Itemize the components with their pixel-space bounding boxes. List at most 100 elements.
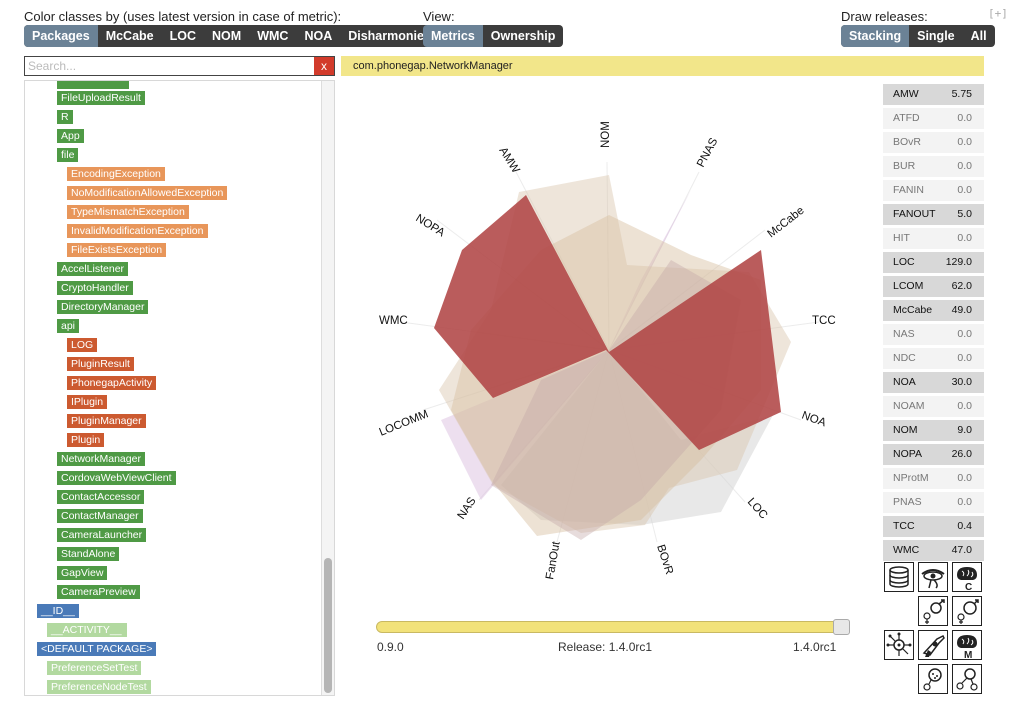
axis-label: McCabe — [765, 205, 806, 241]
color-nom-button[interactable]: NOM — [212, 29, 242, 43]
tree-node[interactable]: AccelListener — [57, 262, 129, 276]
tree-node[interactable]: __ACTIVITY__ — [47, 623, 127, 637]
tree-node[interactable]: GapView — [57, 566, 108, 580]
release-current-label: Release: 1.4.0rc1 — [558, 640, 653, 654]
metric-value: 0.0 — [957, 136, 972, 148]
metric-row[interactable]: NOA 30.0 — [883, 372, 984, 393]
draw-all-button[interactable]: All — [970, 29, 987, 43]
tree-node[interactable]: <DEFAULT PACKAGE> — [37, 642, 157, 656]
metric-row[interactable]: LCOM 62.0 — [883, 276, 984, 297]
tree-node[interactable]: StandAlone — [57, 547, 120, 561]
metric-row[interactable]: NDC 0.0 — [883, 348, 984, 369]
color-wmc-button[interactable]: WMC — [257, 29, 289, 43]
metric-name: ATFD — [893, 112, 920, 124]
tree-node[interactable]: TypeMismatchException — [67, 205, 189, 219]
eye-icon[interactable] — [918, 562, 948, 592]
tree-node-selected[interactable]: NetworkManager — [57, 452, 145, 466]
metric-row[interactable]: McCabe 49.0 — [883, 300, 984, 321]
draw-stacking-button[interactable]: Stacking — [841, 25, 910, 47]
metric-row[interactable]: FANIN 0.0 — [883, 180, 984, 201]
tree-node[interactable]: PhonegapActivity — [67, 376, 157, 390]
metric-row[interactable]: NOAM 0.0 — [883, 396, 984, 417]
star-network-icon[interactable] — [884, 630, 914, 660]
tree-node[interactable]: Plugin — [67, 433, 105, 447]
search-clear-button[interactable]: x — [314, 57, 334, 75]
axis-label: PNAS — [695, 136, 720, 170]
tree-node[interactable]: ContactAccessor — [57, 490, 145, 504]
database-icon[interactable] — [884, 562, 914, 592]
tree-node[interactable]: PluginResult — [67, 357, 134, 371]
metric-row[interactable]: NAS 0.0 — [883, 324, 984, 345]
metric-row[interactable]: AMW 5.75 — [883, 84, 984, 105]
metric-value: 30.0 — [951, 376, 972, 388]
tree-node[interactable]: FileExistsException — [67, 243, 167, 257]
tree-node[interactable]: FileUploadResult — [57, 91, 145, 105]
tree-node[interactable]: App — [57, 129, 84, 143]
tree-node[interactable]: EncodingException — [67, 167, 165, 181]
dots-network-icon[interactable] — [918, 664, 948, 694]
metric-name: PNAS — [893, 496, 922, 508]
axis-label: TCC — [812, 315, 836, 327]
release-slider-handle[interactable] — [833, 619, 850, 635]
axis-label: FanOut — [544, 540, 563, 581]
metric-row[interactable]: ATFD 0.0 — [883, 108, 984, 129]
tree-node[interactable]: PreferenceNodeTest — [47, 680, 151, 694]
metric-row[interactable]: BUR 0.0 — [883, 156, 984, 177]
revolver-icon[interactable] — [918, 630, 948, 660]
color-noa-button[interactable]: NOA — [304, 29, 333, 43]
search-input[interactable] — [25, 57, 311, 75]
brain-m-icon[interactable]: M — [952, 630, 982, 661]
brain-c-icon[interactable]: C — [952, 562, 982, 593]
tree-node[interactable]: CameraPreview — [57, 585, 140, 599]
metric-row[interactable]: NOM 9.0 — [883, 420, 984, 441]
tree-node[interactable]: ContactManager — [57, 509, 143, 523]
tree-node[interactable]: PluginManager — [67, 414, 146, 428]
tree-node[interactable]: api — [57, 319, 80, 333]
metric-row[interactable]: NProtM 0.0 — [883, 468, 984, 489]
metric-name: NOPA — [893, 448, 922, 460]
view-ownership-button[interactable]: Ownership — [490, 29, 556, 43]
color-disharmonies-button[interactable]: Disharmonies — [348, 29, 431, 43]
draw-releases-button-group: Stacking Single All — [841, 25, 995, 47]
tree-node[interactable]: __ID__ — [37, 604, 79, 618]
tree-node[interactable]: file — [57, 148, 79, 162]
metric-row[interactable]: LOC 129.0 — [883, 252, 984, 273]
package-tree: FileUploadResult R App file EncodingExce… — [24, 80, 335, 696]
metric-row[interactable]: HIT 0.0 — [883, 228, 984, 249]
tree-scrollbar-thumb[interactable] — [324, 558, 332, 693]
expand-toggle[interactable]: [+] — [988, 7, 1008, 20]
color-packages-button[interactable]: Packages — [24, 25, 98, 47]
female-male-icon[interactable] — [918, 596, 948, 626]
metric-row[interactable]: NOPA 26.0 — [883, 444, 984, 465]
metric-value: 0.0 — [957, 352, 972, 364]
tree-node[interactable]: DirectoryManager — [57, 300, 149, 314]
tree-node[interactable]: R — [57, 110, 73, 124]
color-mccabe-button[interactable]: McCabe — [105, 29, 154, 43]
tree-node[interactable]: CordovaWebViewClient — [57, 471, 176, 485]
metric-name: LOC — [893, 256, 915, 268]
metric-row[interactable]: FANOUT 5.0 — [883, 204, 984, 225]
tree-node[interactable]: CameraLauncher — [57, 528, 147, 542]
draw-single-button[interactable]: Single — [917, 29, 955, 43]
metric-row[interactable]: WMC 47.0 — [883, 540, 984, 561]
tree-node[interactable]: LOG — [67, 338, 98, 352]
axis-label: BOvR — [654, 543, 675, 576]
tree-node-partial[interactable] — [57, 81, 129, 89]
tree-node[interactable]: PreferenceSetTest — [47, 661, 142, 675]
metric-row[interactable]: TCC 0.4 — [883, 516, 984, 537]
network-icon[interactable] — [952, 664, 982, 694]
metric-row[interactable]: BOvR 0.0 — [883, 132, 984, 153]
female-male-outline-icon[interactable] — [952, 596, 982, 626]
color-loc-button[interactable]: LOC — [169, 29, 197, 43]
view-metrics-button[interactable]: Metrics — [423, 25, 483, 47]
metric-value: 0.0 — [957, 328, 972, 340]
tree-node[interactable]: NoModificationAllowedException — [67, 186, 228, 200]
release-slider-track[interactable] — [376, 621, 846, 633]
radar-chart: NOM PNAS McCabe TCC NOA LOC BOvR FanOut … — [378, 121, 836, 581]
tree-scrollbar-track[interactable] — [321, 81, 334, 695]
tree-node[interactable]: IPlugin — [67, 395, 108, 409]
tree-node[interactable]: InvalidModificationException — [67, 224, 208, 238]
metric-row[interactable]: PNAS 0.0 — [883, 492, 984, 513]
tree-node[interactable]: CryptoHandler — [57, 281, 133, 295]
release-start-label: 0.9.0 — [377, 640, 404, 654]
